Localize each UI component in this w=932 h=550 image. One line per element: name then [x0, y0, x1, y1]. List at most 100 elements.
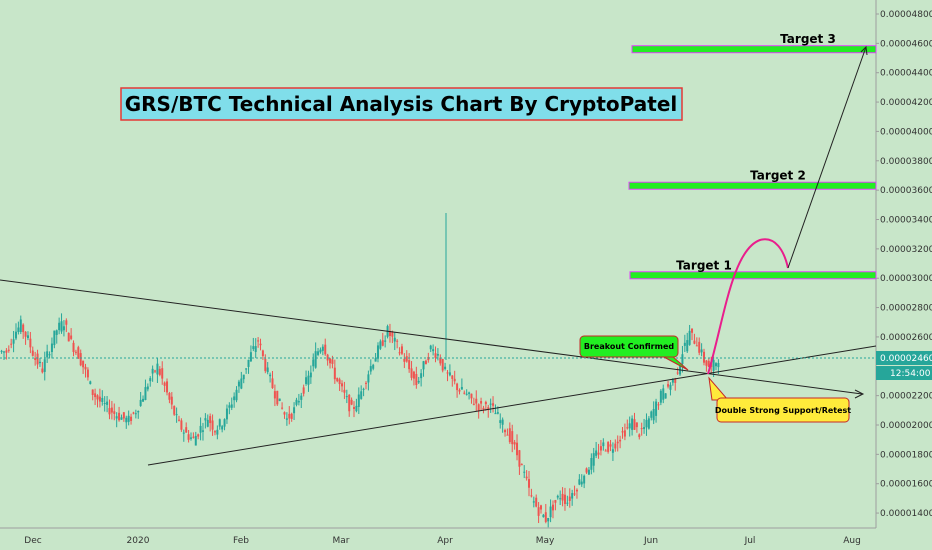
candle-body [571, 493, 574, 499]
candle-body [55, 330, 58, 335]
candle-body [448, 372, 451, 376]
candle-body [477, 404, 480, 411]
candle-body [197, 434, 200, 437]
candle-body [607, 442, 610, 452]
candle-body [604, 450, 607, 452]
descending-trendline[interactable] [0, 279, 863, 395]
candle-body [400, 346, 403, 354]
candle-body [185, 427, 188, 433]
candle-body [154, 370, 157, 372]
candle-body [58, 322, 61, 331]
candle-body [53, 330, 56, 346]
y-tick-label: 0.00001600 [880, 480, 932, 490]
candle-body [388, 330, 391, 336]
candle-body [520, 464, 523, 466]
candle-body [369, 366, 372, 372]
candle-body [36, 353, 39, 365]
title-box [120, 87, 683, 121]
candle-body [516, 442, 519, 456]
y-tick-label: 0.00004400 [880, 69, 932, 79]
candle-body [631, 418, 634, 430]
candle-body [204, 418, 207, 421]
candle-body [676, 372, 679, 374]
candle-body [542, 514, 545, 518]
candle-body [583, 475, 586, 484]
candle-body [683, 342, 686, 346]
candle-body [10, 343, 13, 345]
candle-body [324, 344, 327, 355]
target-bar[interactable] [629, 271, 877, 280]
candle-body [621, 431, 624, 433]
candle-body [295, 399, 298, 405]
candle-body [499, 420, 502, 423]
candle-body [168, 393, 171, 400]
candle-body [134, 413, 137, 415]
candle-body [451, 375, 454, 379]
candle-body [432, 349, 435, 352]
candle-body [86, 369, 89, 378]
candle-body [398, 352, 401, 354]
candle-body [575, 489, 578, 492]
x-tick-label: May [536, 536, 555, 546]
candle-body [127, 415, 130, 422]
y-tick-label: 0.00003200 [880, 245, 932, 255]
candle-body [436, 354, 439, 356]
candle-body [132, 412, 135, 414]
candle-body [693, 340, 696, 344]
candle-body [285, 418, 288, 420]
candle-body [650, 411, 653, 418]
candle-body [144, 387, 147, 401]
candle-body [48, 354, 51, 356]
x-tick-label: 2020 [127, 536, 150, 546]
candle-body [254, 346, 257, 352]
candle-body [444, 366, 447, 369]
candle-body [484, 401, 487, 405]
candle-body [14, 331, 17, 339]
candle-body [67, 332, 70, 342]
candle-body [446, 372, 449, 374]
candle-body [623, 430, 626, 437]
ascending-trendline[interactable] [147, 345, 877, 466]
candle-body [249, 352, 252, 362]
target-bar[interactable] [631, 45, 877, 54]
candle-body [108, 408, 111, 415]
candle-body [19, 319, 22, 332]
candle-body [317, 351, 320, 355]
candle-body [218, 419, 221, 427]
target-bar[interactable] [628, 181, 877, 190]
candle-body [638, 434, 641, 438]
candle-body [501, 419, 504, 425]
target-label: Target 1 [676, 258, 732, 272]
projection-arrowhead [860, 45, 868, 56]
candle-body [391, 331, 394, 337]
candle-body [261, 350, 264, 356]
candle-body [348, 394, 351, 412]
candle-body [319, 349, 322, 353]
candle-body [465, 393, 468, 395]
candle-body [149, 378, 152, 382]
candle-body [535, 497, 538, 507]
candle-body [463, 392, 466, 394]
candle-body [79, 353, 82, 366]
candle-body [0, 350, 3, 352]
candle-body [230, 404, 233, 408]
candle-body [482, 407, 485, 410]
candle-body [513, 442, 516, 445]
candle-body [3, 351, 5, 353]
candle-body [595, 450, 598, 456]
candle-body [635, 422, 638, 428]
candle-body [305, 377, 308, 384]
candle-body [712, 359, 715, 371]
candle-body [472, 403, 475, 405]
candle-body [458, 390, 461, 392]
candle-body [225, 408, 228, 420]
candle-body [470, 393, 473, 399]
candle-body [408, 360, 411, 370]
target-label: Target 3 [780, 32, 836, 46]
candle-body [130, 416, 133, 421]
candle-body [523, 471, 526, 473]
candle-body [703, 351, 706, 363]
candle-body [475, 398, 478, 404]
